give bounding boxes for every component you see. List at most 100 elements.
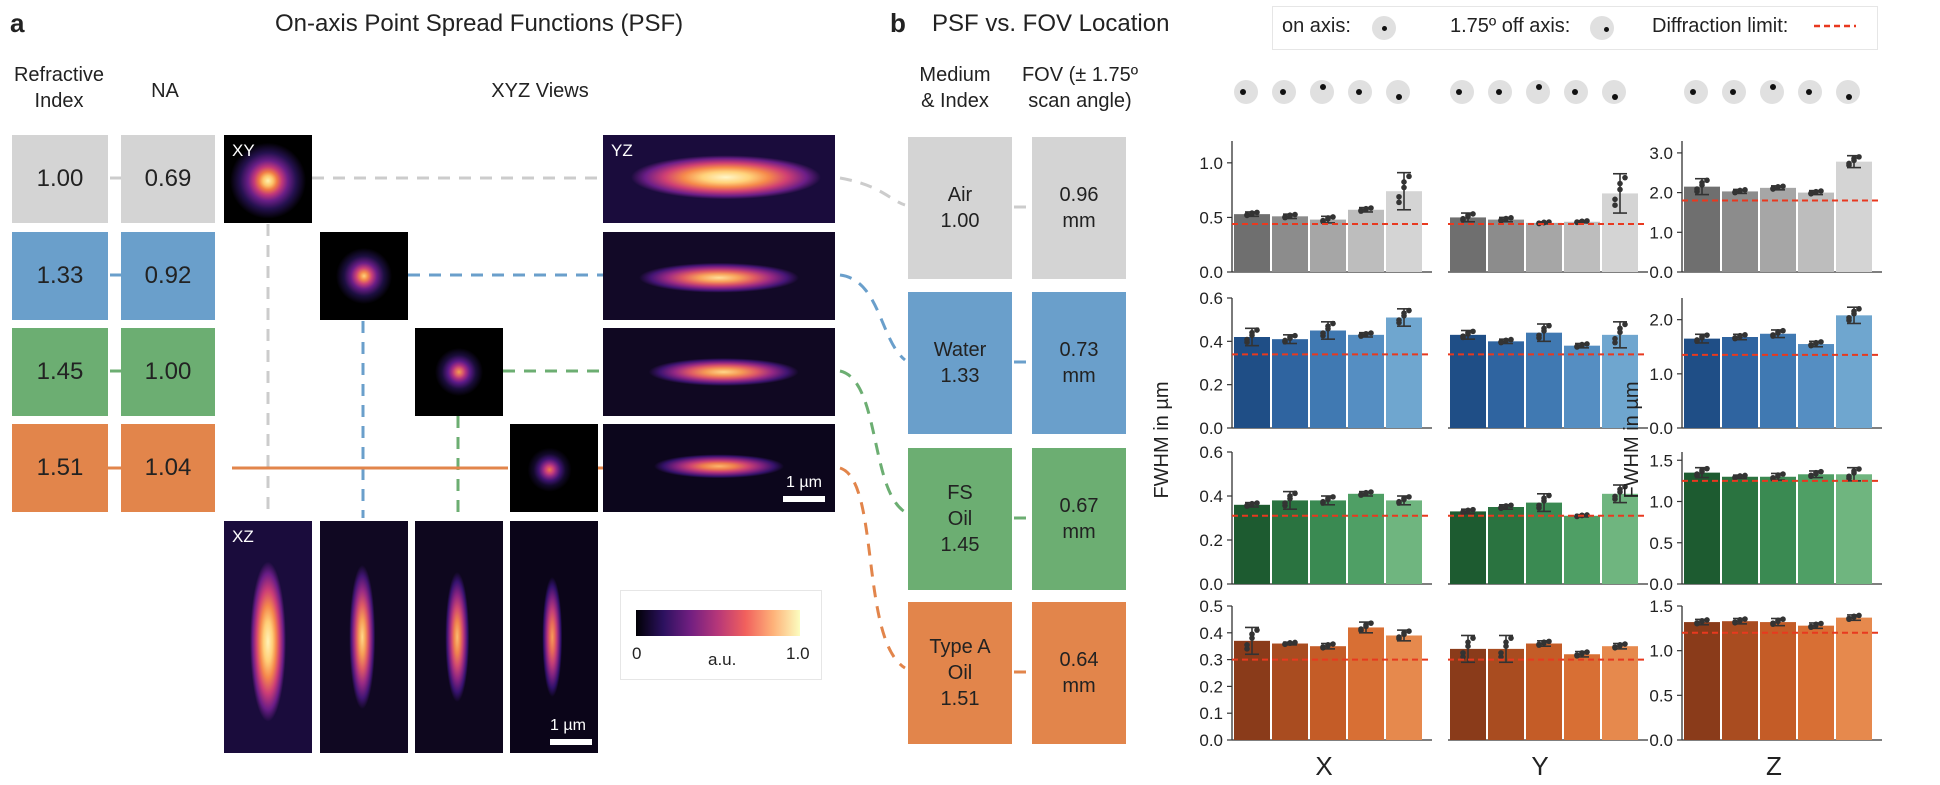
psf-xz-image-type-a-oil: 1 µm xyxy=(510,521,598,753)
position-marker-dot xyxy=(1572,89,1578,95)
y-tick-label: 0.6 xyxy=(1199,443,1223,462)
data-point xyxy=(1325,323,1331,329)
data-point xyxy=(1699,617,1705,624)
y-tick-label: 0.2 xyxy=(1199,376,1223,395)
data-point xyxy=(1617,329,1623,336)
data-point xyxy=(1287,334,1293,340)
data-point xyxy=(1622,321,1628,328)
data-point xyxy=(1818,188,1824,194)
bar xyxy=(1450,511,1486,584)
data-point xyxy=(1780,183,1786,190)
panel-a-title: On-axis Point Spread Functions (PSF) xyxy=(275,10,684,37)
data-point xyxy=(1287,212,1293,219)
data-point xyxy=(1851,308,1857,315)
data-point xyxy=(1363,330,1369,337)
bar xyxy=(1386,500,1422,584)
data-point xyxy=(1732,474,1738,481)
bar xyxy=(1272,339,1308,428)
data-point xyxy=(1622,174,1628,181)
position-marker-dot xyxy=(1456,89,1462,95)
data-point xyxy=(1244,336,1250,343)
data-point xyxy=(1503,215,1509,222)
data-point xyxy=(1856,612,1862,619)
data-point xyxy=(1617,486,1623,493)
legend-diffraction-line xyxy=(1814,24,1856,28)
data-point xyxy=(1546,322,1552,329)
y-tick-label: 1.5 xyxy=(1649,597,1673,616)
data-point xyxy=(1358,332,1364,339)
bar xyxy=(1564,515,1600,584)
data-point xyxy=(1694,620,1700,626)
na-box-air: 0.69 xyxy=(121,135,215,223)
data-point xyxy=(1856,466,1862,472)
data-point xyxy=(1574,513,1580,519)
data-point xyxy=(1780,327,1786,334)
data-point xyxy=(1536,332,1542,339)
data-point xyxy=(1292,211,1298,218)
data-point xyxy=(1282,214,1288,220)
data-point xyxy=(1813,469,1819,476)
psf-xy-image-water xyxy=(320,232,408,320)
data-point xyxy=(1742,332,1748,338)
y-tick-label: 0.0 xyxy=(1649,575,1673,594)
bar xyxy=(1234,214,1270,272)
bar xyxy=(1310,219,1346,272)
data-point xyxy=(1813,339,1819,346)
y-tick-label: 1.0 xyxy=(1199,154,1223,173)
y-tick-label: 0.1 xyxy=(1199,704,1223,723)
ri-box-fs-oil: 1.45 xyxy=(12,328,108,416)
data-point xyxy=(1579,650,1585,656)
data-point xyxy=(1330,214,1336,220)
position-marker-dot xyxy=(1396,94,1402,100)
y-tick-label: 0.6 xyxy=(1199,289,1223,308)
data-point xyxy=(1617,642,1623,648)
xy-label: XY xyxy=(232,141,255,160)
medium-box-air: Air 1.00 xyxy=(908,137,1012,279)
bar xyxy=(1386,317,1422,428)
bar xyxy=(1602,646,1638,740)
data-point xyxy=(1770,185,1776,192)
data-point xyxy=(1704,177,1710,184)
y-tick-label: 0.5 xyxy=(1649,534,1673,553)
data-point xyxy=(1813,621,1819,628)
data-point xyxy=(1622,483,1628,490)
data-point xyxy=(1244,642,1250,648)
data-point xyxy=(1699,467,1705,473)
bar xyxy=(1450,334,1486,428)
data-point xyxy=(1574,652,1580,658)
psf-xz-image-fs-oil xyxy=(415,521,503,753)
data-point xyxy=(1536,641,1542,648)
data-point xyxy=(1508,635,1514,641)
y-tick-label: 0.5 xyxy=(1199,597,1223,616)
data-point xyxy=(1401,495,1407,502)
y-tick-label: 1.0 xyxy=(1649,642,1673,661)
data-point xyxy=(1546,638,1552,645)
psf-yz-image-type-a-oil: 1 µm xyxy=(603,424,835,512)
data-point xyxy=(1330,320,1336,327)
xz-scale-label: 1 µm xyxy=(550,717,586,734)
y-tick-label: 3.0 xyxy=(1649,144,1673,163)
data-point xyxy=(1694,186,1700,192)
data-point xyxy=(1818,339,1824,345)
data-point xyxy=(1401,310,1407,316)
y-tick-label: 0.0 xyxy=(1649,731,1673,750)
y-tick-label: 1.0 xyxy=(1649,223,1673,242)
data-point xyxy=(1846,160,1852,167)
position-marker xyxy=(1602,80,1626,104)
data-point xyxy=(1282,500,1288,506)
data-point xyxy=(1244,502,1250,509)
data-point xyxy=(1704,617,1710,623)
psf-xz-image-water xyxy=(320,521,408,753)
data-point xyxy=(1742,187,1748,193)
bar xyxy=(1310,646,1346,740)
data-point xyxy=(1541,495,1547,502)
data-point xyxy=(1465,643,1471,649)
psf-xz-image-air: XZ xyxy=(224,521,312,753)
y-tick-label: 0.4 xyxy=(1199,487,1223,506)
data-point xyxy=(1460,333,1466,339)
position-marker-dot xyxy=(1690,89,1696,95)
y-tick-label: 0.0 xyxy=(1199,731,1223,750)
data-point xyxy=(1770,332,1776,338)
psf-xy-image-type-a-oil xyxy=(510,424,598,512)
data-point xyxy=(1742,472,1748,479)
